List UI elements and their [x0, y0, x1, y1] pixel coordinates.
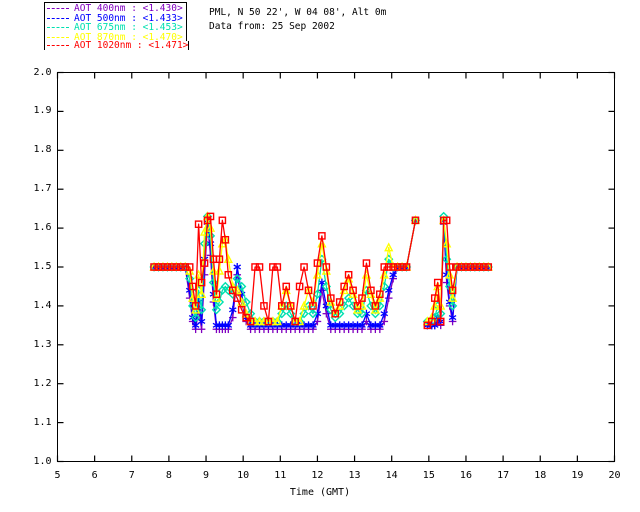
legend-label: AOT 400nm : <1.430> [74, 3, 183, 14]
y-tick-label: 1.3 [33, 338, 52, 350]
legend-item-400nm: AOT 400nm : <1.430> [47, 4, 183, 14]
x-tick-label: 5 [54, 469, 61, 481]
y-tick-label: 1.4 [33, 299, 52, 311]
y-tick-label: 1.6 [33, 222, 52, 234]
x-tick-label: 13 [348, 469, 361, 481]
y-tick-label: 1.1 [33, 416, 52, 428]
legend-dash-icon [47, 44, 69, 46]
y-tick-label: 2.0 [33, 66, 52, 78]
legend-dash-icon [47, 36, 69, 38]
x-tick-label: 18 [534, 469, 547, 481]
legend-dash-icon [47, 8, 69, 10]
x-tick-label: 10 [237, 469, 250, 481]
y-tick-label: 1.7 [33, 183, 52, 195]
legend-item-870nm: AOT 870nm : <1.470> [47, 31, 183, 43]
x-tick-label: 6 [91, 469, 98, 481]
x-tick-label: 16 [459, 469, 472, 481]
legend: AOT 400nm : <1.430> AOT 500nm : <1.433> AO… [44, 2, 187, 44]
x-tick-label: 15 [422, 469, 435, 481]
x-tick-label: 8 [165, 469, 172, 481]
x-tick-label: 11 [274, 469, 287, 481]
legend-item-1020nm: AOT 1020nm : <1.471> [44, 39, 190, 51]
plot-title-location: PML, N 50 22', W 04 08', Alt 0m [209, 7, 387, 18]
y-tick-label: 1.0 [33, 455, 52, 467]
legend-label: AOT 500nm : <1.433> [74, 12, 183, 24]
x-tick-label: 9 [203, 469, 210, 481]
legend-item-675nm: AOT 675nm : <1.453> [47, 23, 183, 33]
legend-dash-icon [47, 27, 69, 29]
x-tick-label: 7 [128, 469, 135, 481]
legend-item-500nm: AOT 500nm : <1.433> [47, 12, 183, 24]
y-tick-label: 1.9 [33, 105, 52, 117]
legend-label: AOT 870nm : <1.470> [74, 31, 183, 43]
plot-title-date: Data from: 25 Sep 2002 [209, 20, 335, 32]
x-tick-label: 19 [571, 469, 584, 481]
y-axis-label: Real Part of Refractive Index [0, 0, 1, 170]
y-tick-label: 1.5 [33, 261, 52, 272]
x-tick-label: 20 [608, 469, 621, 481]
legend-label: AOT 1020nm : <1.471> [74, 39, 189, 51]
legend-label: AOT 675nm : <1.453> [74, 22, 183, 33]
x-tick-label: 12 [311, 469, 324, 481]
x-tick-label: 14 [385, 469, 398, 481]
plot-area [57, 72, 615, 462]
plot-title-block: PML, N 50 22', W 04 08', Alt 0m Data fro… [209, 6, 386, 33]
y-tick-label: 1.2 [33, 377, 52, 389]
legend-dash-icon [47, 17, 69, 19]
x-axis-label: Time (GMT) [289, 487, 351, 498]
x-tick-label: 17 [497, 469, 510, 481]
y-tick-label: 1.8 [33, 144, 52, 156]
